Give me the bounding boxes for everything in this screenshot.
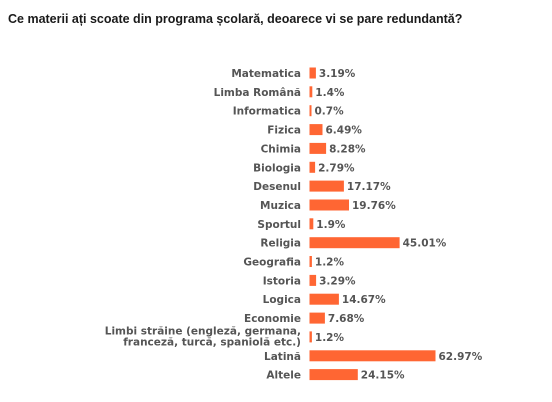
value-label: 1.9% [316,219,346,231]
category-label: Matematica [231,68,301,80]
category-label: Economie [244,313,301,325]
bar [309,293,339,305]
bar [309,369,358,381]
value-label: 14.67% [342,294,386,306]
category-label: Muzica [260,200,301,212]
chart-title: Ce materii ați scoate din programa școla… [8,12,463,26]
value-label: 1.4% [315,87,345,99]
value-label: 19.76% [352,200,396,212]
value-label: 8.28% [329,143,366,155]
value-label: 24.15% [361,370,405,382]
value-label: 1.2% [315,332,345,344]
bar [309,180,344,192]
category-label: Logica [263,294,301,306]
category-label: Altele [266,370,301,382]
value-label: 3.19% [319,68,356,80]
category-label: Informatica [233,106,301,118]
category-label: Religia [260,238,301,250]
value-label: 2.79% [318,162,355,174]
bar [309,124,323,136]
value-label: 0.7% [315,106,345,118]
value-label: 62.97% [439,351,483,363]
category-label: Limba Română [214,87,301,99]
category-label: Latină [264,351,301,363]
bar [309,331,312,343]
bar [309,274,317,286]
category-label: Desenul [253,181,301,193]
category-label: Limbi străine (engleză, germana, franceză… [105,325,301,348]
value-label: 17.17% [347,181,391,193]
value-label: 3.29% [319,275,356,287]
category-label: Sportul [257,219,301,231]
bar [309,237,400,249]
bar [309,312,325,324]
bar [309,199,349,211]
category-label: Fizica [267,125,301,137]
bar [309,86,313,98]
value-label: 7.68% [328,313,365,325]
category-label: Istoria [263,275,301,287]
bar [309,161,316,173]
bar [309,218,314,230]
category-label: Chimia [261,143,301,155]
bar [309,350,436,362]
value-label: 6.49% [326,125,363,137]
bar [309,256,312,267]
value-label: 1.2% [315,257,345,269]
value-label: 45.01% [403,238,447,250]
bar [309,67,316,79]
category-label: Biologia [253,162,301,174]
category-label: Geografia [243,257,301,269]
bar [309,142,327,154]
bar [309,105,312,117]
